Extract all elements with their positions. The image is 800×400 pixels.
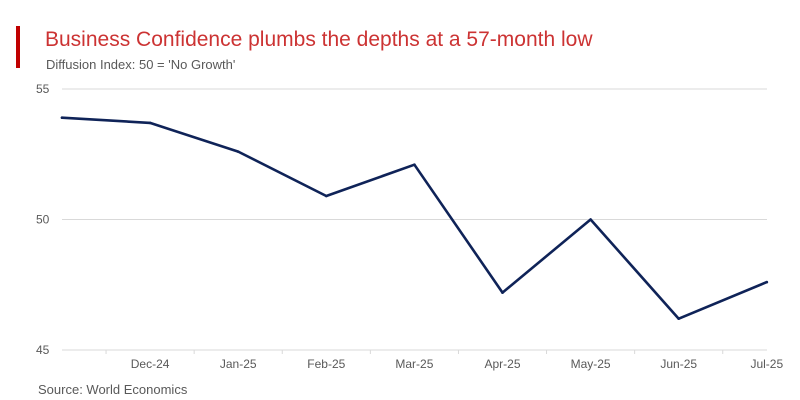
data-point — [148, 121, 152, 125]
x-tick-label: Apr-25 — [484, 357, 520, 371]
series-line — [60, 116, 769, 321]
chart-subtitle: Diffusion Index: 50 = 'No Growth' — [46, 57, 236, 72]
y-axis-ticks: 45 50 55 — [36, 82, 50, 357]
x-tick-label: Jul-25 — [750, 357, 783, 371]
data-point — [765, 280, 769, 284]
x-tick-label: Jun-25 — [660, 357, 697, 371]
data-point — [60, 116, 64, 120]
data-point — [236, 150, 240, 153]
x-axis-ticks: Dec-24 Jan-25 Feb-25 Mar-25 Apr-25 May-25 Jun-… — [131, 357, 784, 371]
series-layer — [60, 116, 769, 321]
y-tick-label: 50 — [36, 213, 50, 227]
x-tick-label: May-25 — [571, 357, 611, 371]
x-tick-label: Dec-24 — [131, 357, 170, 371]
data-point — [677, 317, 680, 320]
y-tick-label: 55 — [36, 82, 50, 96]
data-point — [413, 163, 416, 166]
data-point — [325, 194, 328, 198]
gridlines — [62, 88, 767, 354]
accent-bar — [16, 26, 20, 68]
x-tick-label: Mar-25 — [395, 357, 433, 371]
x-tick-label: Jan-25 — [220, 357, 257, 371]
source-note: Source: World Economics — [38, 382, 188, 397]
x-tick-label: Feb-25 — [307, 357, 345, 371]
chart-title: Business Confidence plumbs the depths at… — [45, 28, 593, 51]
data-point — [501, 291, 504, 294]
y-tick-label: 45 — [36, 343, 50, 357]
data-point — [589, 218, 592, 221]
